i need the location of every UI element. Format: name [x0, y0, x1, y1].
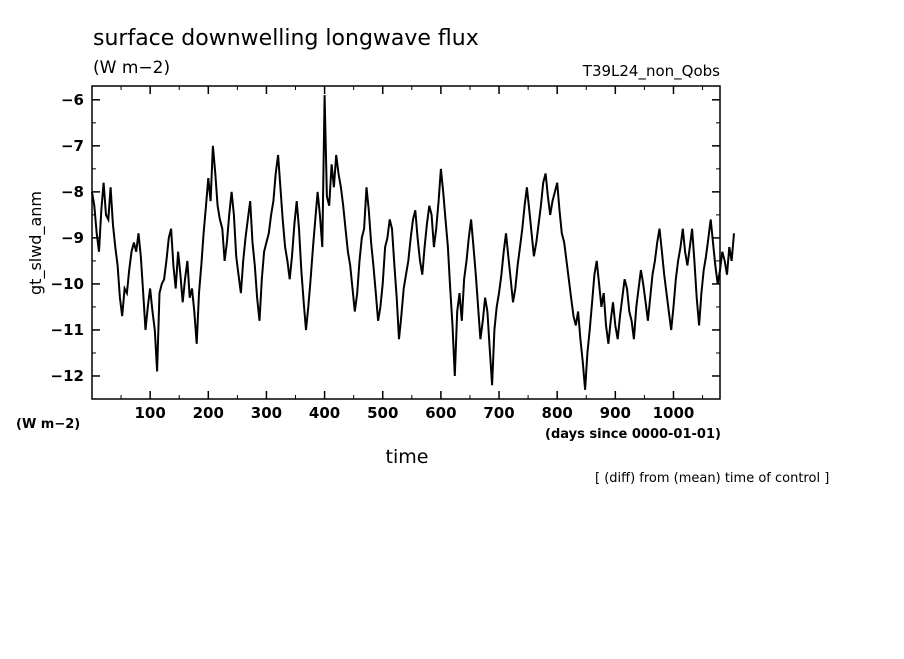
y-tick-label: −6	[61, 91, 84, 109]
x-tick-label: 1000	[653, 404, 695, 422]
x-tick-label: 900	[600, 404, 631, 422]
experiment-name: T39L24_non_Qobs	[582, 62, 720, 81]
y-tick-label: −10	[51, 275, 84, 293]
x-axis-ticks: 100 200 300 400 500 600 700 800 900 1000	[120, 86, 704, 422]
y-tick-label: −8	[61, 183, 84, 201]
x-axis-units: (days since 0000-01-01)	[545, 427, 721, 442]
x-tick-label: 400	[309, 404, 340, 422]
y-tick-label: −12	[51, 367, 84, 385]
y-axis-units: (W m−2)	[16, 417, 80, 432]
y-axis-label: gt_slwd_anm	[26, 191, 46, 295]
chart-note: [ (diff) from (mean) time of control ]	[595, 471, 829, 486]
y-tick-label: −11	[51, 321, 84, 339]
x-tick-label: 200	[193, 404, 224, 422]
x-tick-label: 600	[425, 404, 456, 422]
plot-frame	[91, 85, 721, 400]
y-axis-ticks: −6 −7 −8 −9 −10 −11 −12	[51, 91, 720, 400]
title-units: (W m−2)	[93, 58, 170, 78]
series-line	[91, 95, 735, 390]
x-tick-label: 800	[542, 404, 573, 422]
x-tick-label: 100	[134, 404, 165, 422]
y-tick-label: −7	[61, 137, 84, 155]
y-tick-label: −9	[61, 229, 84, 247]
plot-area	[91, 85, 735, 400]
x-tick-label: 500	[367, 404, 398, 422]
x-tick-label: 300	[251, 404, 282, 422]
x-tick-label: 700	[483, 404, 514, 422]
x-axis-label: time	[386, 446, 429, 468]
chart-title: surface downwelling longwave flux	[93, 26, 479, 51]
